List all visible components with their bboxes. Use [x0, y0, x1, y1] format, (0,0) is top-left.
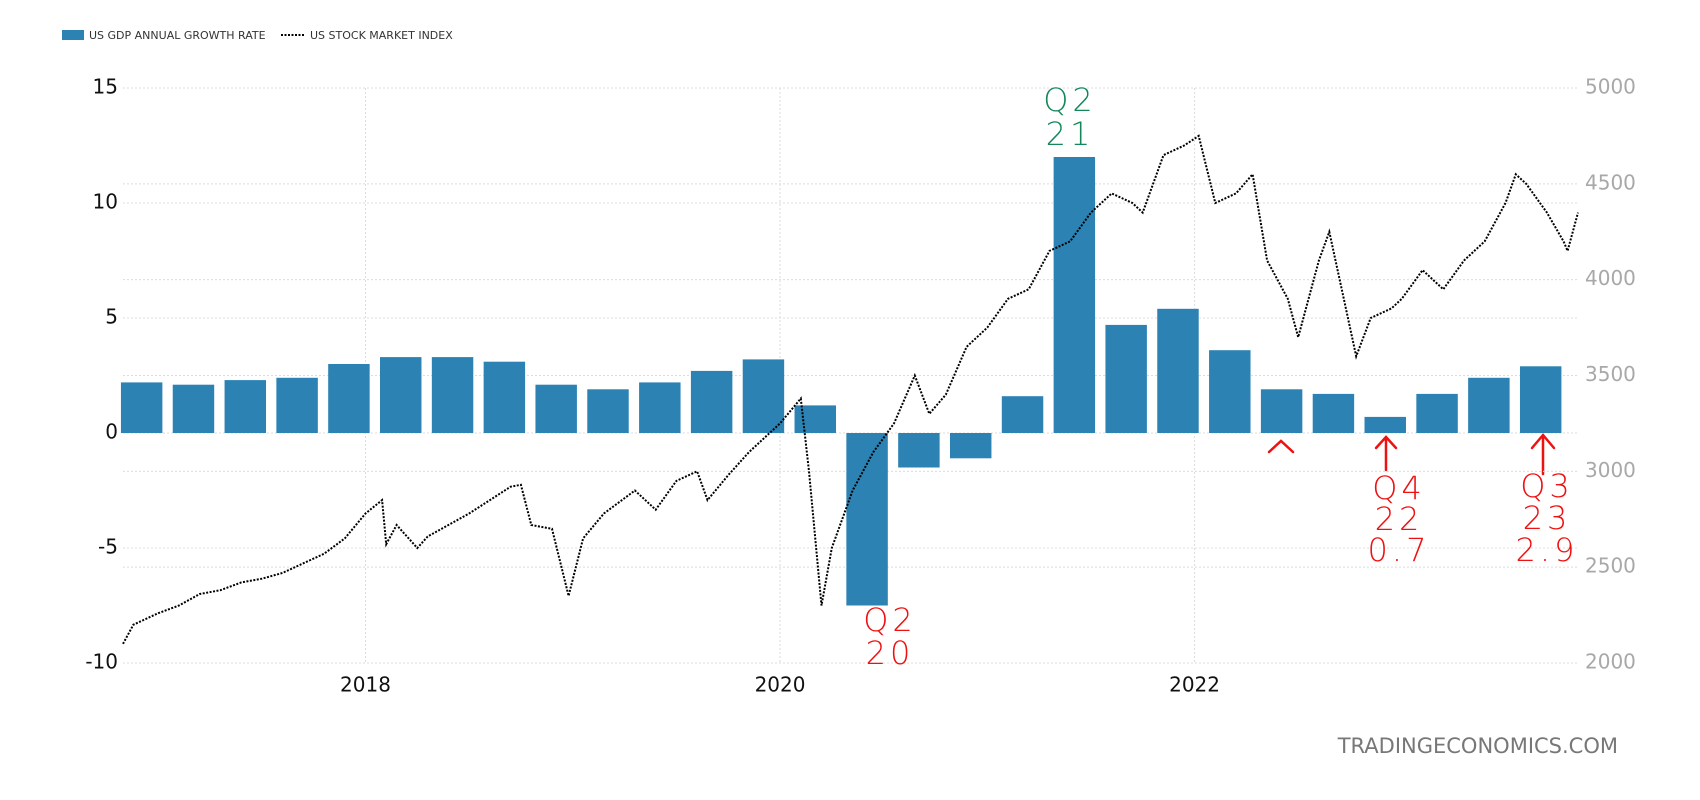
bar [483, 361, 526, 433]
bar [328, 364, 370, 433]
legend-label: US STOCK MARKET INDEX [310, 29, 453, 42]
y2-tick-label: 5000 [1585, 75, 1636, 99]
annotation: Q4 [1372, 469, 1426, 507]
bar [639, 382, 681, 433]
bar [1468, 377, 1510, 433]
bar [1053, 157, 1096, 433]
bar [1105, 324, 1147, 433]
x-tick-label: 2022 [1169, 673, 1220, 697]
bar [431, 357, 474, 433]
annotation: Q2 [1043, 81, 1097, 119]
hand-arrow [1374, 435, 1398, 472]
bar [1519, 366, 1562, 433]
annotation: 2.9 [1516, 531, 1579, 569]
bar [846, 433, 888, 606]
y-tick-label: 10 [93, 190, 118, 214]
bar [224, 380, 267, 433]
y-tick-label: -10 [85, 650, 118, 674]
legend-label: US GDP ANNUAL GROWTH RATE [89, 29, 266, 42]
source: TRADINGECONOMICS.COM [1337, 734, 1618, 758]
bar [690, 370, 733, 433]
hand-caret [1267, 439, 1295, 454]
hand-arrow [1530, 433, 1556, 476]
bar [1364, 416, 1406, 433]
bar [1416, 393, 1458, 433]
bar [535, 384, 577, 433]
y2-tick-label: 4500 [1585, 170, 1636, 194]
y2-tick-label: 3500 [1585, 362, 1636, 386]
bar [898, 433, 940, 468]
bar [794, 405, 836, 433]
bar [1312, 393, 1355, 433]
bar [172, 384, 215, 433]
legend-swatch-bar [62, 30, 84, 40]
bar [120, 382, 163, 433]
x-tick-label: 2018 [340, 673, 391, 697]
y-tick-label: 5 [105, 305, 118, 329]
annotation: 0.7 [1368, 531, 1431, 569]
bar [949, 433, 992, 459]
bar [587, 389, 629, 433]
annotation: Q2 [863, 601, 917, 639]
y2-tick-label: 3000 [1585, 458, 1636, 482]
line [122, 134, 1579, 645]
y2-tick-label: 4000 [1585, 266, 1636, 290]
bar [1001, 396, 1044, 433]
bar [742, 359, 785, 433]
y-tick-label: -5 [98, 535, 118, 559]
bar [380, 357, 422, 433]
bar [276, 377, 318, 433]
y2-tick-label: 2500 [1585, 554, 1636, 578]
annotation: Q3 [1520, 467, 1574, 505]
y-tick-label: 0 [105, 420, 118, 444]
x-tick-label: 2020 [755, 673, 806, 697]
annotation: 20 [866, 634, 915, 672]
bar [1209, 350, 1251, 433]
bar [1157, 308, 1199, 433]
annotation: 21 [1046, 115, 1095, 153]
annotation: 23 [1523, 499, 1572, 537]
annotation: 22 [1375, 500, 1424, 538]
y2-tick-label: 2000 [1585, 650, 1636, 674]
bar [1260, 389, 1303, 433]
y-tick-label: 15 [93, 75, 118, 99]
